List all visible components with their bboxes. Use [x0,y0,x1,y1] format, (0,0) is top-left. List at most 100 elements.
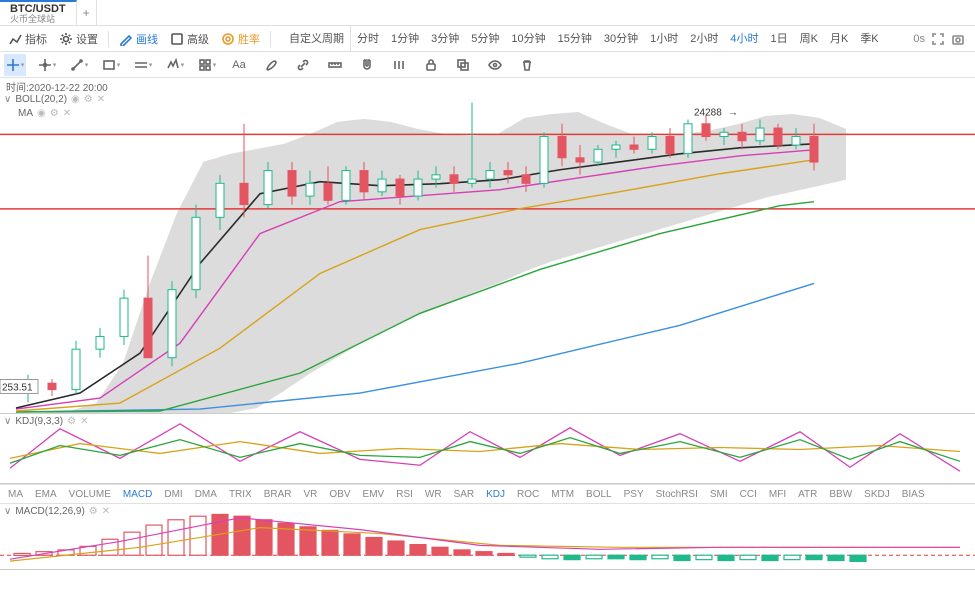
kdj-panel[interactable]: ∨ KDJ(9,3,3) ⚙ ✕ [0,414,975,484]
ma-eye-icon[interactable]: ◉ [37,108,46,119]
indicator-BRAR[interactable]: BRAR [264,489,292,500]
indicator-DMI[interactable]: DMI [164,489,182,500]
draw-button[interactable]: 画线 [115,26,162,51]
tf-1小时[interactable]: 1小时 [644,33,684,45]
brush-tool[interactable] [260,54,282,76]
grid-tool[interactable]: ▾ [196,54,218,76]
svg-text:253.51: 253.51 [2,382,33,393]
indicator-VOLUME[interactable]: VOLUME [69,489,111,500]
tf-5分钟[interactable]: 5分钟 [465,33,505,45]
lock-tool[interactable] [420,54,442,76]
advanced-icon [170,32,184,46]
indicator-TRIX[interactable]: TRIX [229,489,252,500]
svg-text:→: → [728,107,738,118]
macd-collapse[interactable]: ∨ [4,506,11,517]
advanced-button[interactable]: 高级 [166,26,213,51]
tf-custom[interactable]: 自定义周期 [283,26,351,52]
indicator-BOLL[interactable]: BOLL [586,489,612,500]
indicator-BIAS[interactable]: BIAS [902,489,925,500]
tf-1日[interactable]: 1日 [765,33,794,45]
indicator-ATR[interactable]: ATR [798,489,817,500]
indicator-SAR[interactable]: SAR [454,489,475,500]
indicator-CCI[interactable]: CCI [740,489,757,500]
eye-tool[interactable] [484,54,506,76]
kdj-close[interactable]: ✕ [80,416,88,427]
macd-panel[interactable]: ∨ MACD(12,26,9) ⚙ ✕ [0,504,975,570]
refresh-time: 0s [913,33,925,45]
settings-button[interactable]: 设置 [55,26,102,51]
ma-label: MA [18,108,33,119]
boll-close[interactable]: ✕ [97,94,105,105]
hline-tool[interactable]: ▾ [132,54,154,76]
winrate-button[interactable]: 胜率 [217,26,264,51]
boll-eye-icon[interactable]: ◉ [71,94,80,105]
indicator-RSI[interactable]: RSI [396,489,413,500]
indicator-OBV[interactable]: OBV [329,489,350,500]
link-tool[interactable] [292,54,314,76]
ma-gear-icon[interactable]: ⚙ [50,108,59,119]
indicator-SMI[interactable]: SMI [710,489,728,500]
symbol-tab[interactable]: BTC/USDT 火币全球站 [0,0,77,25]
macd-label: MACD(12,26,9) [15,506,84,517]
main-chart-panel[interactable]: ∨ BOLL(20,2) ◉ ⚙ ✕ MA ◉ ⚙ ✕ 253.5124288→ [0,94,975,414]
tf-3分钟[interactable]: 3分钟 [425,33,465,45]
symbol-sub: 火币全球站 [10,15,66,25]
indicator-EMA[interactable]: EMA [35,489,57,500]
indicator-VR[interactable]: VR [304,489,318,500]
indicator-SKDJ[interactable]: SKDJ [864,489,890,500]
rect-tool[interactable]: ▾ [100,54,122,76]
tf-2小时[interactable]: 2小时 [684,33,724,45]
wave-tool[interactable]: ▾ [164,54,186,76]
tf-月K[interactable]: 月K [824,33,854,45]
tf-周K[interactable]: 周K [794,33,824,45]
tf-分时[interactable]: 分时 [351,33,385,45]
indicator-icon [8,32,22,46]
kdj-collapse[interactable]: ∨ [4,416,11,427]
toolbar: 指标 设置 画线 高级 胜率 自定义周期 分时1分钟3分钟5分钟10分钟15分钟… [0,26,975,52]
tf-30分钟[interactable]: 30分钟 [598,33,644,45]
crosshair-tool[interactable]: ▾ [4,54,26,76]
indicator-row: MA EMA VOLUME MACD DMI DMA TRIX BRAR VR OBV EMV RSI… [0,484,975,504]
trend-tool[interactable]: ▾ [68,54,90,76]
dot-tool[interactable]: ▾ [36,54,58,76]
camera-icon[interactable] [951,32,965,46]
indicator-PSY[interactable]: PSY [624,489,644,500]
tf-15分钟[interactable]: 15分钟 [552,33,598,45]
draw-tools: ▾ ▾ ▾ ▾ ▾ ▾ ▾ Aa [0,52,975,78]
indicator-DMA[interactable]: DMA [195,489,217,500]
layers-tool[interactable] [452,54,474,76]
indicator-KDJ[interactable]: KDJ [486,489,505,500]
indicator-ROC[interactable]: ROC [517,489,539,500]
indicator-button[interactable]: 指标 [4,26,51,51]
indicator-WR[interactable]: WR [425,489,442,500]
symbol-title: BTC/USDT [10,3,66,15]
main-chart-svg: 253.5124288→ [0,94,975,413]
text-tool[interactable]: Aa [228,54,250,76]
macd-close[interactable]: ✕ [102,506,110,517]
kdj-eye-icon[interactable]: ⚙ [67,416,76,427]
macd-svg [0,504,975,569]
indicator-BBW[interactable]: BBW [829,489,852,500]
tf-10分钟[interactable]: 10分钟 [505,33,551,45]
target-icon [221,32,235,46]
boll-gear-icon[interactable]: ⚙ [84,94,93,105]
trash-tool[interactable] [516,54,538,76]
tf-4小时[interactable]: 4小时 [724,33,764,45]
indicator-MACD[interactable]: MACD [123,489,152,500]
fullscreen-icon[interactable] [931,32,945,46]
boll-collapse[interactable]: ∨ [4,94,11,105]
indicator-MTM[interactable]: MTM [551,489,574,500]
indicator-MA[interactable]: MA [8,489,23,500]
add-tab-button[interactable]: + [77,0,97,25]
ruler-tool[interactable] [324,54,346,76]
magnet-tool[interactable] [356,54,378,76]
kdj-label: KDJ(9,3,3) [15,416,63,427]
macd-eye-icon[interactable]: ⚙ [89,506,98,517]
ma-close[interactable]: ✕ [63,108,71,119]
indicator-StochRSI[interactable]: StochRSI [656,489,698,500]
bars-tool[interactable] [388,54,410,76]
indicator-EMV[interactable]: EMV [363,489,385,500]
tf-1分钟[interactable]: 1分钟 [385,33,425,45]
indicator-MFI[interactable]: MFI [769,489,786,500]
tf-季K[interactable]: 季K [854,33,884,45]
